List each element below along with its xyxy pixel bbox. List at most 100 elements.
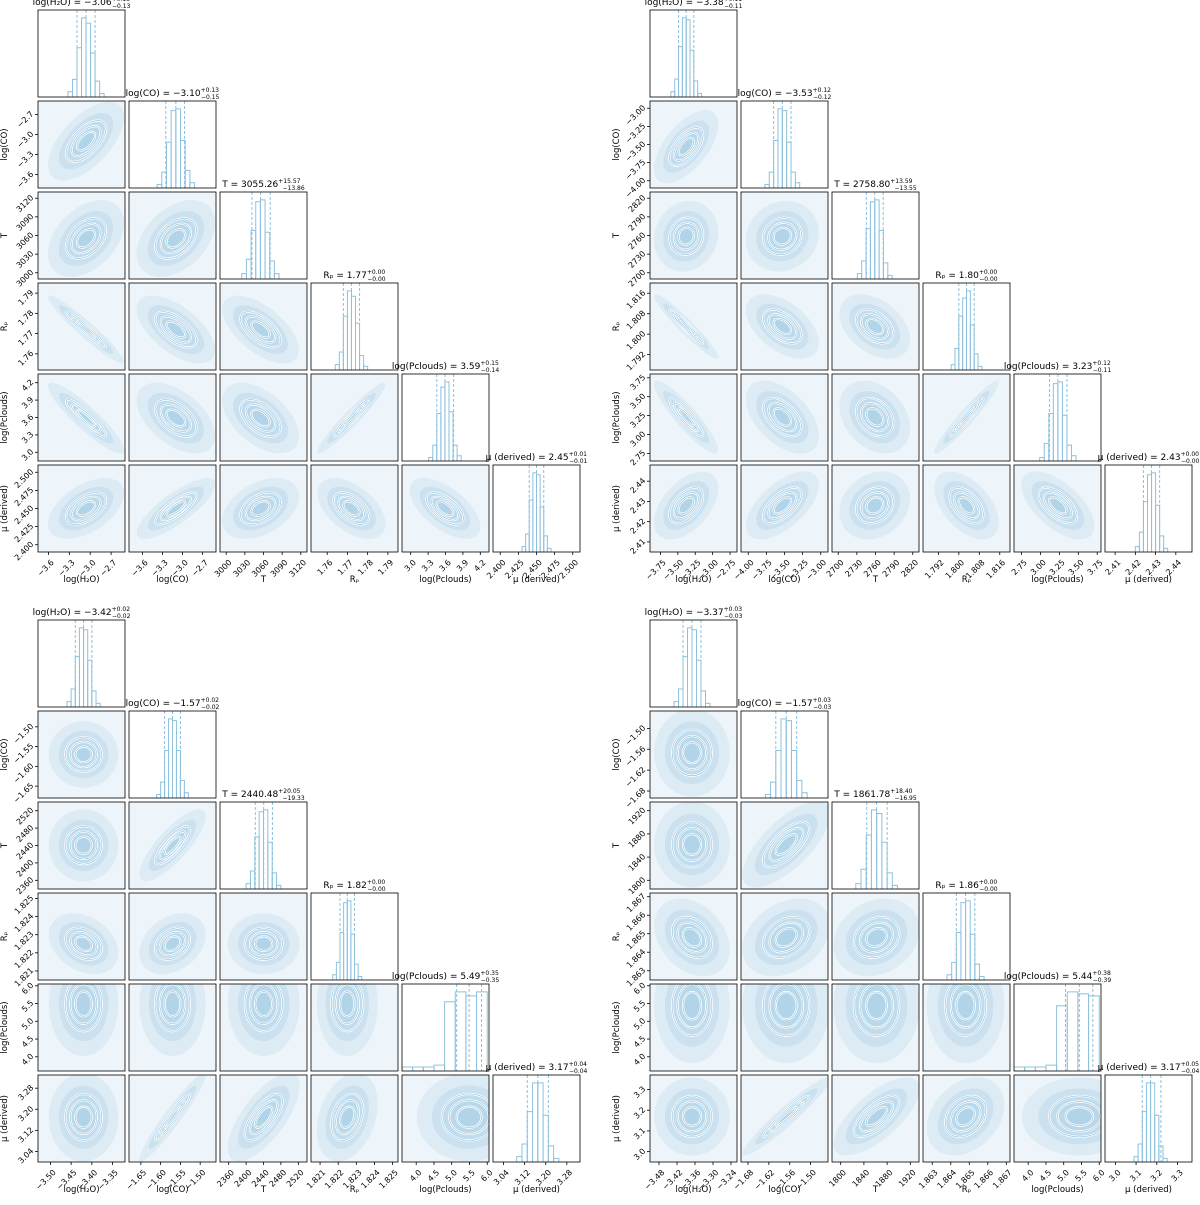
panel-bg <box>650 893 737 980</box>
histogram-bin <box>1066 444 1072 461</box>
scatter-cloud <box>136 200 216 277</box>
panel: μ (derived) = 2.45+0.01 −0.01 <box>486 451 588 553</box>
histogram-bin <box>183 792 189 798</box>
scatter-cloud <box>48 1075 119 1162</box>
x-tick-label: −3.50 <box>34 1168 58 1192</box>
density-contour <box>682 833 702 856</box>
x-tick-label: 3090 <box>269 558 290 579</box>
density-contour <box>859 984 894 1028</box>
panel-title: log(CO) = −3.10+0.13 −0.15 <box>126 87 220 101</box>
title-err-plus: +15.57 <box>278 178 300 185</box>
histogram-bin <box>955 932 962 980</box>
density-contour <box>956 991 976 1020</box>
title-err-minus: −0.02 <box>112 613 131 620</box>
density-contour <box>154 311 197 348</box>
panel-title: Rₚ = 1.82+0.00 −0.00 <box>323 879 385 893</box>
x-tick-label: 6.0 <box>1091 1168 1106 1183</box>
panel-title: Rₚ = 1.77+0.00 −0.00 <box>323 269 385 283</box>
histogram-bin <box>950 364 956 370</box>
title-err-minus: −0.02 <box>201 704 220 711</box>
panel <box>219 1074 308 1163</box>
x-tick-label: 2820 <box>899 558 920 579</box>
histogram-bin <box>705 702 711 707</box>
histogram-bin <box>786 141 792 188</box>
histogram-bin <box>273 273 280 279</box>
scatter-cloud <box>654 984 730 1064</box>
panel <box>310 373 399 462</box>
y-tick-label: 4.0 <box>632 1052 647 1067</box>
panel <box>649 710 738 799</box>
panel-bg <box>832 374 919 461</box>
histogram-bin <box>85 22 92 97</box>
panel-frame <box>310 373 399 462</box>
histogram-bin <box>350 933 355 980</box>
panel-bg <box>741 374 828 461</box>
density-contour <box>71 316 101 343</box>
panel-frame <box>649 282 738 371</box>
title-err-minus: −0.00 <box>1181 458 1200 465</box>
x-axis-label: T <box>872 575 879 585</box>
histogram-bin <box>1014 1066 1026 1071</box>
x-tick-label: 5.5 <box>1073 1168 1088 1183</box>
density-contour <box>65 984 103 1032</box>
histogram-bin <box>1141 1111 1147 1162</box>
x-tick-label: 1.824 <box>359 1168 382 1191</box>
density-contour <box>76 131 96 151</box>
panel-bg <box>38 802 125 889</box>
density-contour <box>853 1095 900 1138</box>
title-err-minus: −19.33 <box>282 795 304 802</box>
title-err-plus: +13.59 <box>890 178 912 185</box>
panel-frame <box>219 282 308 371</box>
histogram-bin <box>338 351 344 370</box>
histogram-bin <box>1145 1082 1152 1162</box>
panel-bg <box>129 984 216 1071</box>
panel <box>128 282 217 371</box>
title-err-plus: +0.12 <box>813 87 832 94</box>
density-contour <box>669 397 704 437</box>
panel <box>649 983 738 1072</box>
histogram-bin <box>76 47 82 97</box>
y-tick-label: 1.823 <box>13 930 36 953</box>
histogram-bin <box>796 779 803 798</box>
scatter-cloud <box>926 984 1005 1064</box>
density-contour <box>244 927 283 960</box>
density-contour <box>343 500 360 517</box>
panel-content <box>129 984 216 1071</box>
panel-frame <box>922 464 1011 553</box>
histogram-bin <box>1057 381 1063 461</box>
density-contour <box>775 991 797 1020</box>
density-contour <box>338 404 365 432</box>
title-err-minus: −0.35 <box>481 977 500 984</box>
density-contour <box>859 1101 894 1132</box>
title-err-minus: −13.86 <box>282 185 304 192</box>
scatter-cloud <box>48 101 125 181</box>
density-contour <box>76 409 96 427</box>
panel-bg <box>402 1075 489 1162</box>
density-contour <box>682 742 702 764</box>
histogram-bin <box>670 91 676 97</box>
panel-content <box>38 802 125 889</box>
density-contour <box>65 1093 103 1141</box>
histogram-bin <box>359 355 365 370</box>
title-err-minus: −0.01 <box>569 458 588 465</box>
x-tick-label: 3.0 <box>403 558 418 573</box>
panel-frame <box>219 191 308 280</box>
panel-title: Rₚ = 1.86+0.00 −0.00 <box>935 879 997 893</box>
y-tick-label: 2520 <box>15 806 36 827</box>
histogram-bin <box>969 933 976 980</box>
panel-content <box>38 192 125 279</box>
y-tick-label: 2.41 <box>628 537 647 556</box>
panel <box>128 191 217 280</box>
density-contour <box>1065 1106 1094 1127</box>
panel: T = 3055.26+15.57 −13.86 <box>219 178 308 280</box>
density-contour <box>762 916 810 959</box>
title-text: μ (derived) = 2.43 <box>1098 453 1181 463</box>
scatter-cloud <box>58 921 109 966</box>
title-err-minus: −0.15 <box>201 94 220 101</box>
panel-content <box>832 1075 919 1162</box>
density-contour <box>339 1106 355 1129</box>
density-contour <box>330 984 364 1032</box>
y-tick-label: 3000 <box>15 268 36 289</box>
panel-content <box>38 465 125 552</box>
histogram-bin <box>532 472 537 552</box>
